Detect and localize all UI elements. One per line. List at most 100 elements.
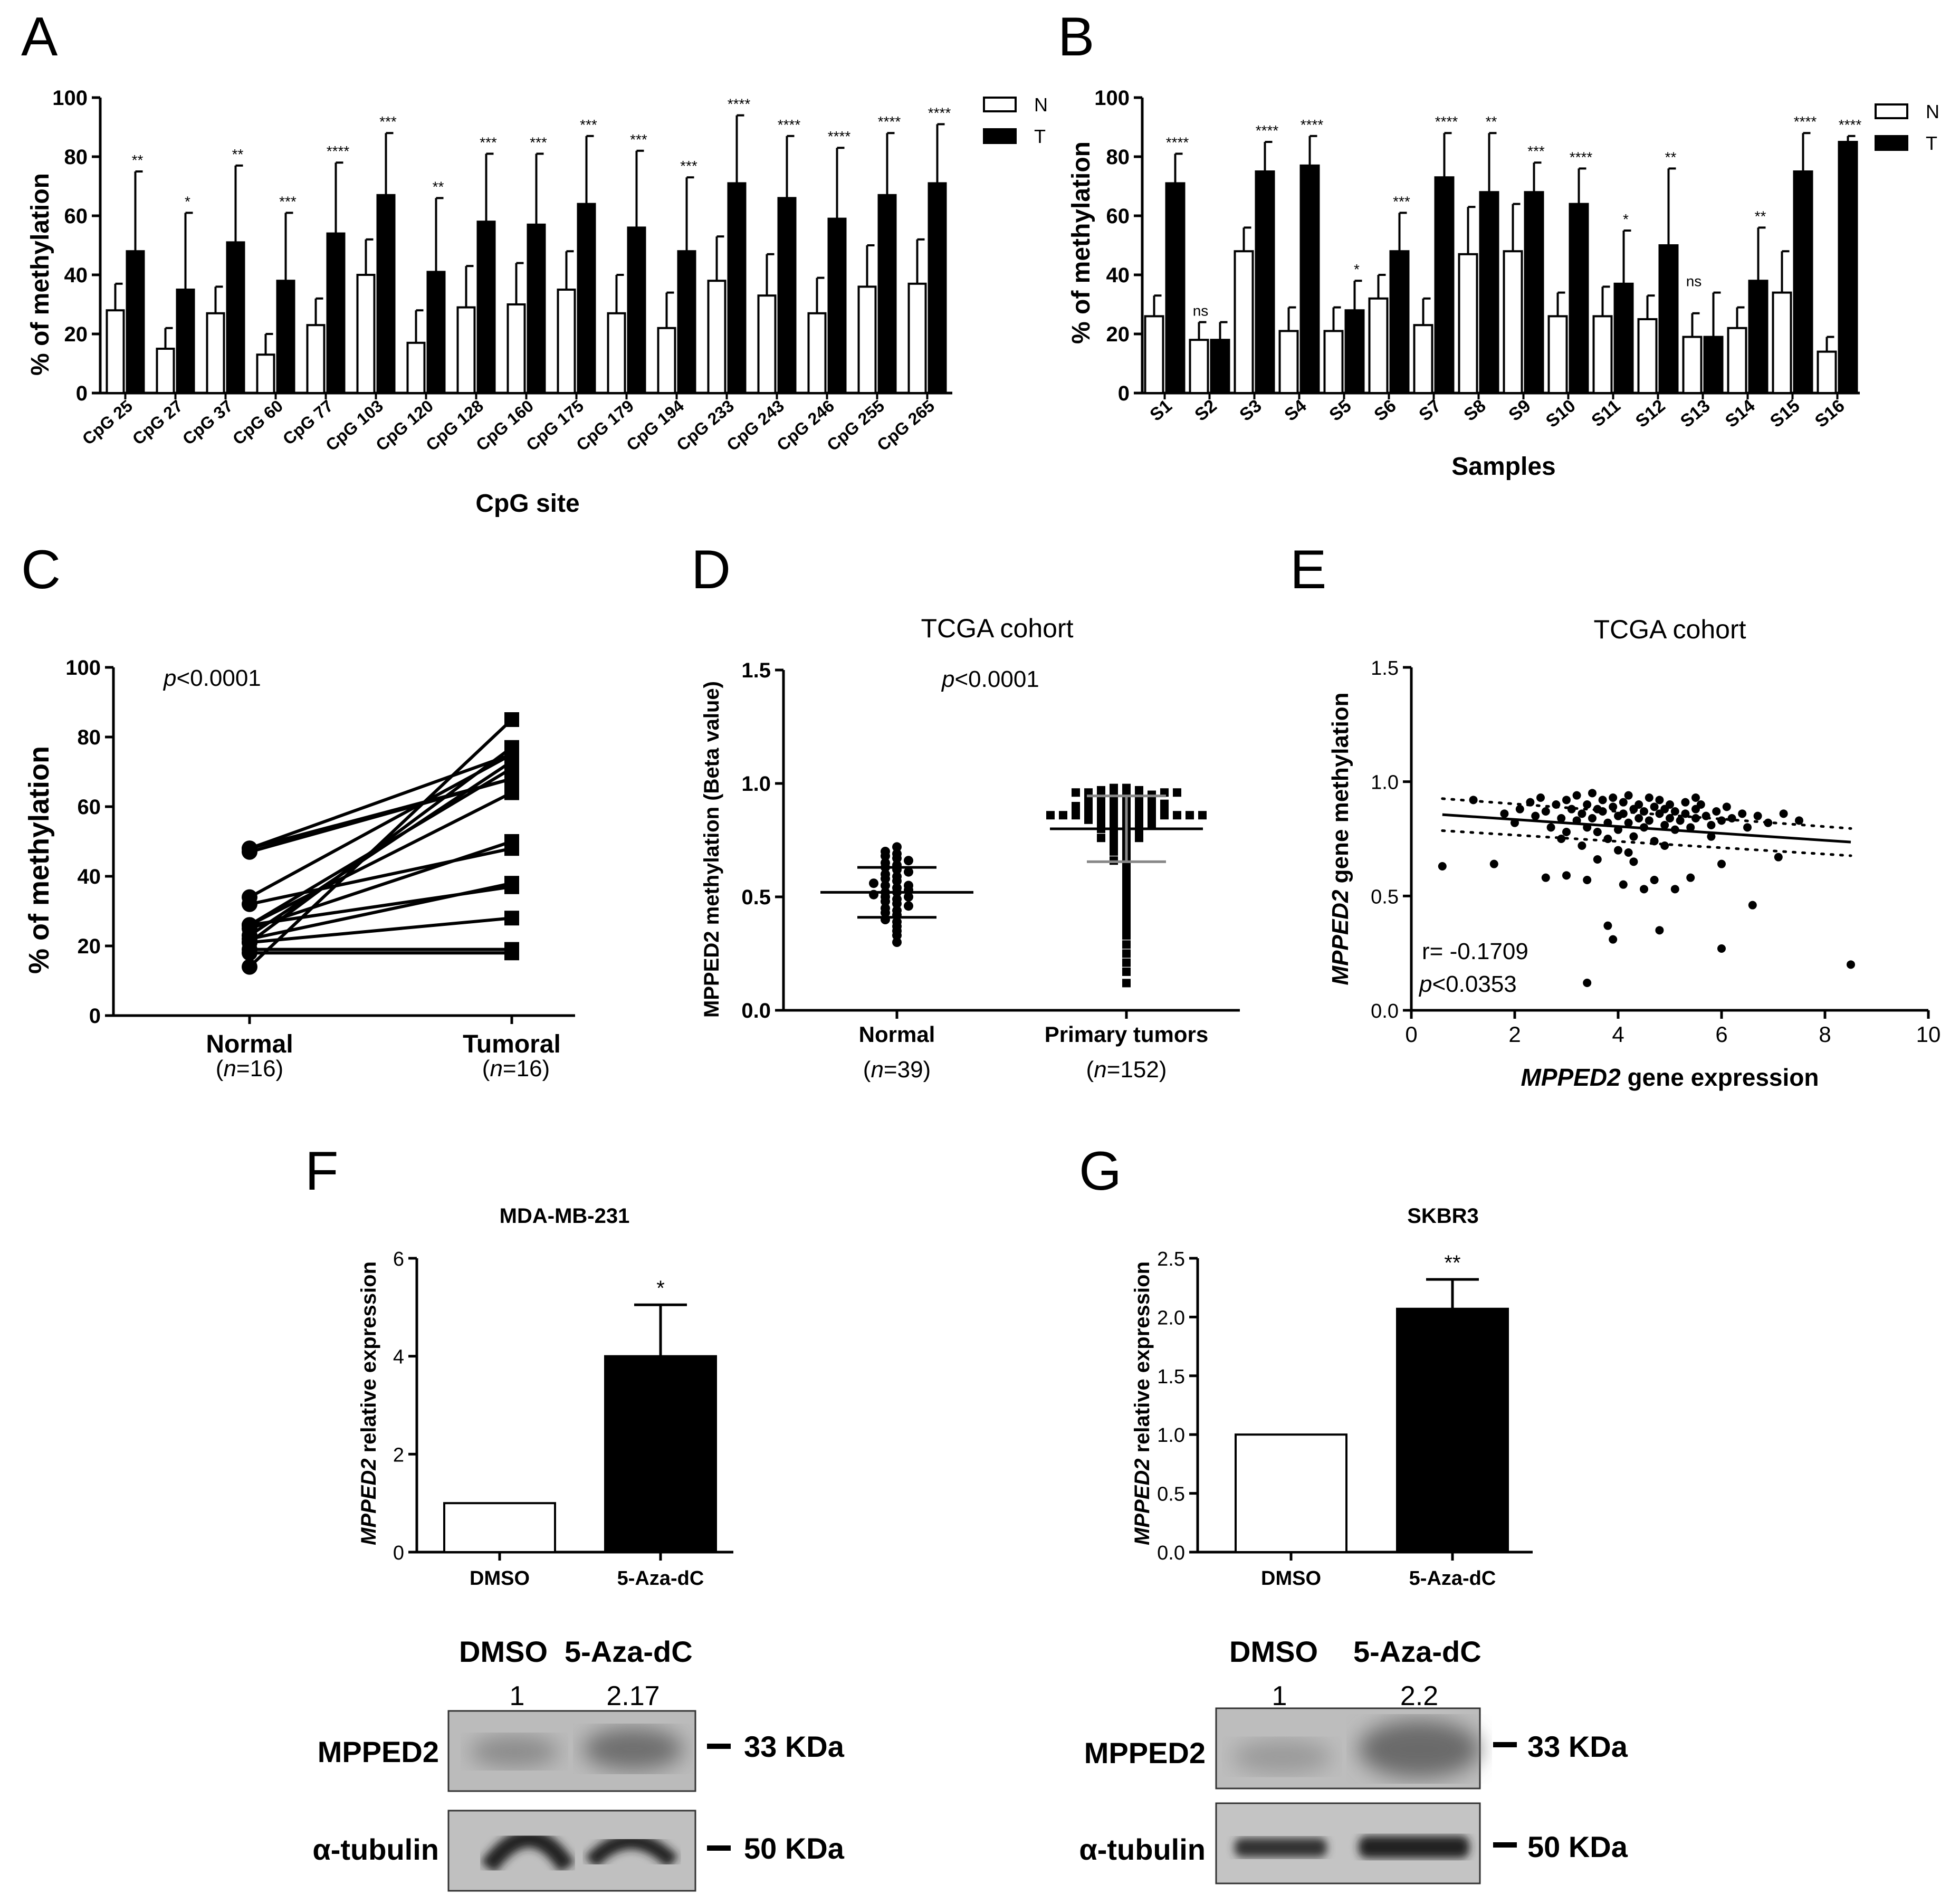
significance-label: *** xyxy=(379,113,397,130)
x-tick-label-g: DMSO xyxy=(1261,1567,1321,1590)
pair-line xyxy=(249,916,512,944)
data-point xyxy=(1748,901,1757,910)
significance-label: **** xyxy=(1166,134,1189,150)
data-point xyxy=(1526,798,1535,807)
panel-label-c: C xyxy=(21,539,61,600)
data-point xyxy=(1686,823,1695,832)
pair-line xyxy=(249,847,512,906)
bar-t xyxy=(376,194,396,394)
wb-g-protein-tubulin: α-tubulin xyxy=(1079,1833,1206,1866)
data-point xyxy=(1676,816,1685,825)
bar-t xyxy=(476,221,496,394)
p-value-c-value: <0.0001 xyxy=(176,665,261,691)
tumor-point xyxy=(1173,788,1181,797)
data-point xyxy=(1727,814,1736,822)
bar-t xyxy=(777,197,797,394)
data-point xyxy=(1629,857,1638,866)
data-point xyxy=(1753,811,1762,820)
significance-label: * xyxy=(1354,261,1360,278)
y-axis-title-e: MPPED2 gene methylation xyxy=(1327,692,1353,985)
bar-t xyxy=(677,250,696,394)
data-point xyxy=(1686,873,1695,882)
bar-n xyxy=(1727,327,1747,394)
wb-f-protein-tubulin: α-tubulin xyxy=(312,1833,439,1866)
r-value-e: r= -0.1709 xyxy=(1422,939,1528,964)
bar-n xyxy=(1772,291,1792,394)
data-point xyxy=(1707,821,1716,829)
bar-n xyxy=(206,312,225,394)
wb-g-band-mpped2-aza xyxy=(1359,1720,1480,1778)
tumor-point xyxy=(1198,811,1207,820)
bar-t xyxy=(1838,141,1858,394)
data-point xyxy=(1583,876,1592,884)
panel-label-d: D xyxy=(691,539,731,600)
data-point xyxy=(1624,791,1633,800)
pair-line xyxy=(248,753,513,850)
p-value-d: p<0.0001 xyxy=(941,666,1039,692)
data-point xyxy=(1469,796,1478,805)
data-point xyxy=(1660,821,1669,829)
significance-label: *** xyxy=(1527,143,1545,159)
wb-f-band-mpped2-aza xyxy=(583,1728,683,1770)
p-value-c: p<0.0001 xyxy=(162,665,261,691)
tumoral-point xyxy=(504,712,519,727)
data-point xyxy=(1691,814,1700,822)
bar-n xyxy=(1278,330,1299,395)
tumor-point xyxy=(1046,811,1055,820)
data-point xyxy=(1640,885,1648,894)
data-point xyxy=(1681,798,1690,807)
tumor-point xyxy=(1097,786,1105,795)
y-tick-label-f: 6 xyxy=(393,1248,404,1270)
legend-swatch-n xyxy=(983,97,1017,112)
bar-t xyxy=(877,194,897,394)
bar-n xyxy=(1323,330,1344,395)
data-point xyxy=(1764,818,1773,827)
chart-title-e: TCGA cohort xyxy=(1594,615,1746,644)
tumor-point xyxy=(1059,811,1067,820)
y-tick-label-c: 100 xyxy=(65,656,101,680)
y-tick-label-f: 0 xyxy=(393,1542,404,1564)
tumor-point xyxy=(1122,917,1131,926)
tumor-point xyxy=(1122,904,1131,913)
y-tick-label-b: 40 xyxy=(1106,264,1130,287)
y-tick-label-g: 1.5 xyxy=(1157,1366,1185,1388)
y-axis-title-f: MPPED2 relative expression xyxy=(357,1261,380,1545)
y-tick-label-b: 80 xyxy=(1106,146,1130,169)
significance-label: *** xyxy=(580,117,597,133)
significance-label: *** xyxy=(530,134,547,150)
tumor-point xyxy=(1160,799,1169,808)
normal-point xyxy=(904,856,913,866)
data-point xyxy=(1500,809,1509,818)
x-tick-label-e: 8 xyxy=(1819,1022,1831,1047)
y-tick-label-d: 1.0 xyxy=(741,772,771,796)
significance-label: **** xyxy=(1570,149,1593,165)
bar-t xyxy=(426,271,446,395)
tumor-point xyxy=(1110,847,1118,856)
bar-t xyxy=(1210,339,1230,395)
bar-t xyxy=(1748,280,1769,395)
bar-n xyxy=(557,289,576,394)
data-point xyxy=(1562,796,1571,805)
data-point xyxy=(1717,944,1726,953)
data-point xyxy=(1536,793,1545,802)
pair-line xyxy=(249,882,512,941)
data-point xyxy=(1650,876,1659,884)
bar-n xyxy=(1234,250,1254,394)
significance-label: ** xyxy=(433,178,444,195)
data-point xyxy=(1717,816,1726,825)
y-tick-label-a: 40 xyxy=(64,264,88,287)
x-tick-label-a: CpG 60 xyxy=(229,396,286,449)
chart-d: 0.0 0.5 1.0 1.5 Normal Primary tumors xyxy=(741,659,1240,1047)
bar-n xyxy=(1682,336,1703,394)
y-tick-label-c: 0 xyxy=(89,1004,101,1028)
x-tick-label-e: 2 xyxy=(1508,1022,1521,1047)
n-var-c-1: n xyxy=(223,1056,236,1082)
x-tick-label-b: S3 xyxy=(1236,396,1265,425)
panel-label-g: G xyxy=(1079,1141,1122,1202)
y-tick-label-e: 1.0 xyxy=(1371,772,1399,794)
legend-swatch-n xyxy=(1875,103,1908,119)
data-point xyxy=(1634,814,1643,822)
tumoral-point xyxy=(504,747,519,762)
p-value-d-value: <0.0001 xyxy=(954,666,1039,692)
